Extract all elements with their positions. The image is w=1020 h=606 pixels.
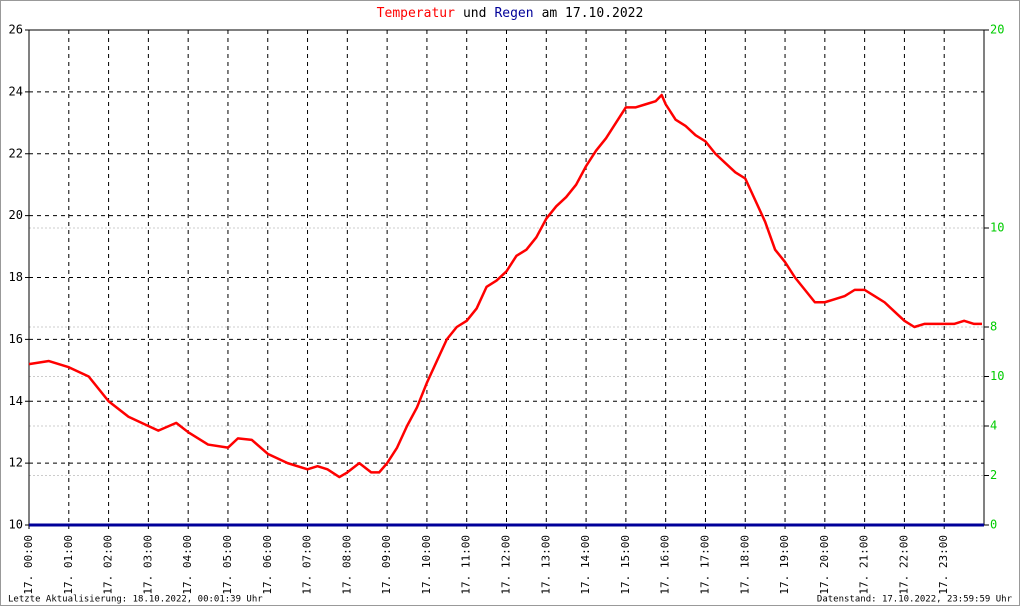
y2-tick-label: 4 — [990, 419, 997, 433]
x-tick-label: 17. 20:00 — [818, 535, 831, 595]
series-line — [28, 93, 983, 479]
y-tick-label: 12 — [9, 456, 23, 470]
x-tick-label: 17. 21:00 — [858, 535, 871, 595]
x-tick-label: 17. 14:00 — [579, 535, 592, 595]
x-tick-label: 17. 06:00 — [261, 535, 274, 595]
x-tick-label: 17. 13:00 — [539, 535, 552, 595]
x-tick-label: 17. 23:00 — [937, 535, 950, 595]
x-tick-label: 17. 01:00 — [62, 535, 75, 595]
y2-tick-label: 0 — [990, 518, 997, 532]
x-tick-label: 17. 00:00 — [22, 535, 35, 595]
x-tick-label: 17. 16:00 — [659, 535, 672, 595]
y-tick-label: 16 — [9, 332, 23, 346]
y-tick-label: 20 — [9, 208, 23, 222]
title-part: und — [463, 6, 486, 21]
title-part: Regen — [494, 6, 533, 21]
x-tick-label: 17. 07:00 — [301, 535, 314, 595]
x-tick-label: 17. 11:00 — [460, 535, 473, 595]
x-tick-label: 17. 05:00 — [221, 535, 234, 595]
footer-right: Datenstand: 17.10.2022, 23:59:59 Uhr — [817, 595, 1013, 605]
x-tick-label: 17. 02:00 — [102, 535, 115, 595]
y-tick-label: 24 — [9, 84, 23, 98]
footer-left: Letzte Aktualisierung: 18.10.2022, 00:01… — [8, 595, 263, 605]
title-part: Temperatur — [377, 6, 455, 21]
x-tick-label: 17. 10:00 — [420, 535, 433, 595]
y2-tick-label: 2 — [990, 468, 997, 482]
x-tick-label: 17. 03:00 — [141, 535, 154, 595]
y2-tick-label: 20 — [990, 23, 1004, 37]
x-tick-label: 17. 22:00 — [897, 535, 910, 595]
chart-title: Temperatur und Regen am 17.10.2022 — [377, 6, 644, 21]
y-tick-label: 22 — [9, 146, 23, 160]
x-tick-label: 17. 08:00 — [340, 535, 353, 595]
x-tick-label: 17. 17:00 — [698, 535, 711, 595]
y2-tick-label: 10 — [990, 369, 1004, 383]
y-tick-label: 14 — [9, 394, 23, 408]
x-tick-label: 17. 15:00 — [619, 535, 632, 595]
x-tick-label: 17. 18:00 — [738, 535, 751, 595]
title-part: am 17.10.2022 — [542, 6, 644, 21]
x-tick-label: 17. 04:00 — [181, 535, 194, 595]
y2-tick-label: 10 — [990, 221, 1004, 235]
x-tick-label: 17. 09:00 — [380, 535, 393, 595]
x-tick-label: 17. 12:00 — [500, 535, 513, 595]
y2-tick-label: 8 — [990, 320, 997, 334]
y-tick-label: 18 — [9, 270, 23, 284]
x-tick-label: 17. 19:00 — [778, 535, 791, 595]
y-tick-label: 26 — [9, 23, 23, 37]
y-tick-label: 10 — [9, 518, 23, 532]
